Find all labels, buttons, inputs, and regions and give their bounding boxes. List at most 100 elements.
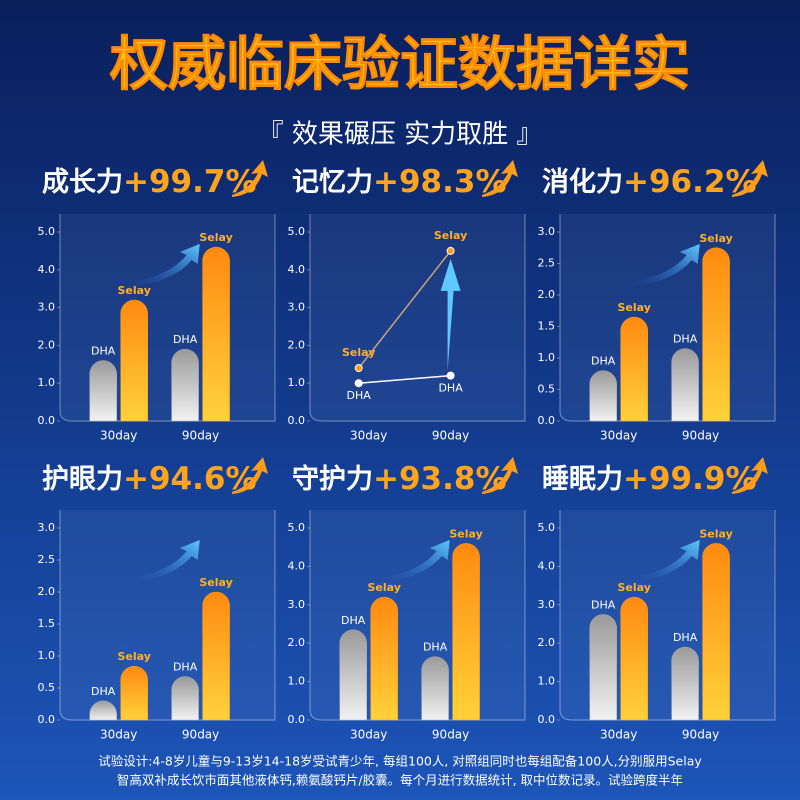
trend-arrow (440, 258, 461, 371)
bar-label: Selay (617, 581, 650, 594)
x-tick-label: 90day (182, 728, 219, 742)
bar-label: DHA (673, 631, 698, 644)
bar (202, 591, 230, 721)
panel-headline: 成长力+99.7% (42, 164, 257, 200)
y-tick-label: 0.0 (288, 713, 306, 726)
y-tick-label: 0.5 (38, 681, 56, 694)
y-tick-label: 1.5 (538, 320, 556, 333)
x-tick-label: 30day (350, 728, 387, 742)
panel-headline: 守护力+93.8% (292, 461, 507, 497)
x-tick-label: 90day (682, 429, 719, 443)
bar (452, 543, 480, 721)
trend-arrow (628, 540, 700, 583)
bar-label: Selay (367, 581, 400, 594)
panel-title: 守护力 (292, 463, 373, 495)
bar (671, 646, 699, 721)
y-tick-label: 2.0 (288, 636, 306, 649)
panel-headline: 护眼力+94.6% (42, 461, 257, 497)
charts: 成长力+99.7% 0.0 1.0 2.0 3.0 4.0 5.0 30day 90day DHA… (38, 160, 776, 742)
point-label: DHA (438, 382, 463, 395)
y-tick-label: 1.5 (38, 617, 56, 630)
footnote: 智高双补成长饮市面其他液体钙,赖氨酸钙片/胶囊。每个月进行数据统计, 取中位数记… (117, 773, 683, 788)
bar (620, 596, 648, 721)
trend-arrow (128, 244, 200, 287)
bar (202, 246, 230, 422)
y-tick-label: 3.0 (38, 301, 56, 314)
x-tick-label: 90day (182, 429, 219, 443)
y-tick-label: 3.0 (538, 225, 556, 238)
y-tick-label: 0.0 (538, 414, 556, 427)
bar-label: Selay (699, 527, 732, 540)
bar (370, 596, 398, 721)
trend-arrow (628, 244, 700, 287)
point-label: Selay (434, 229, 467, 242)
y-tick-label: 3.0 (288, 301, 306, 314)
x-tick-label: 90day (432, 728, 469, 742)
bar-label: DHA (173, 333, 198, 346)
y-tick-label: 4.0 (288, 263, 306, 276)
y-tick-label: 3.0 (538, 598, 556, 611)
panel-headline: 睡眠力+99.9% (542, 461, 757, 497)
trend-icon (482, 457, 518, 494)
bar (120, 299, 148, 422)
y-tick-label: 0.0 (288, 414, 306, 427)
point (446, 371, 455, 380)
y-tick-label: 2.0 (538, 288, 556, 301)
y-tick-label: 1.0 (288, 675, 306, 688)
y-tick-label: 4.0 (538, 559, 556, 572)
x-tick-label: 30day (600, 728, 637, 742)
bar-label: DHA (673, 333, 698, 346)
y-tick-label: 1.0 (288, 376, 306, 389)
x-tick-label: 30day (600, 429, 637, 443)
y-tick-label: 4.0 (288, 559, 306, 572)
y-tick-label: 2.5 (538, 257, 556, 270)
page-subtitle: 『 效果碾压 实力取胜 』 (258, 120, 543, 150)
panel-headline: 消化力+96.2% (542, 164, 757, 200)
bar-label: Selay (199, 231, 232, 244)
y-tick-label: 2.0 (538, 636, 556, 649)
trend-arrow (128, 540, 200, 583)
trend-arrow (378, 540, 450, 583)
y-tick-label: 3.0 (38, 521, 56, 534)
point (354, 379, 363, 388)
bar-label: Selay (617, 301, 650, 314)
y-tick-label: 0.0 (38, 713, 56, 726)
trend-icon (732, 160, 768, 197)
panel-stat: +94.6% (123, 461, 257, 497)
bar (171, 348, 199, 422)
y-tick-label: 5.0 (38, 225, 56, 238)
panel-frame (309, 214, 526, 422)
bar-label: Selay (117, 284, 150, 297)
y-tick-label: 2.0 (288, 338, 306, 351)
y-tick-label: 2.0 (38, 585, 56, 598)
bar (589, 370, 617, 422)
bar-label: Selay (449, 527, 482, 540)
trend-icon (482, 160, 518, 197)
bar (702, 247, 730, 422)
bar (620, 316, 648, 422)
bar-label: Selay (117, 650, 150, 663)
y-tick-label: 1.0 (538, 351, 556, 364)
bar-label: DHA (91, 345, 116, 358)
bar-label: DHA (591, 598, 616, 611)
y-tick-label: 1.0 (38, 649, 56, 662)
point (446, 246, 455, 255)
point-label: Selay (342, 346, 375, 359)
panel-stat: +99.9% (623, 461, 757, 497)
bar-label: DHA (341, 614, 366, 627)
panel-headline: 记忆力+98.3% (292, 164, 507, 200)
bar-label: Selay (699, 232, 732, 245)
y-tick-label: 5.0 (288, 521, 306, 534)
point (354, 364, 363, 373)
y-tick-label: 5.0 (538, 521, 556, 534)
panel-stat: +98.3% (373, 164, 507, 200)
panel-stat: +93.8% (373, 461, 507, 497)
x-tick-label: 90day (432, 429, 469, 443)
x-tick-label: 30day (350, 429, 387, 443)
bar (421, 656, 449, 721)
bar (89, 360, 117, 422)
x-tick-label: 30day (100, 429, 137, 443)
bar (671, 348, 699, 422)
panel-stat: +99.7% (123, 164, 257, 200)
